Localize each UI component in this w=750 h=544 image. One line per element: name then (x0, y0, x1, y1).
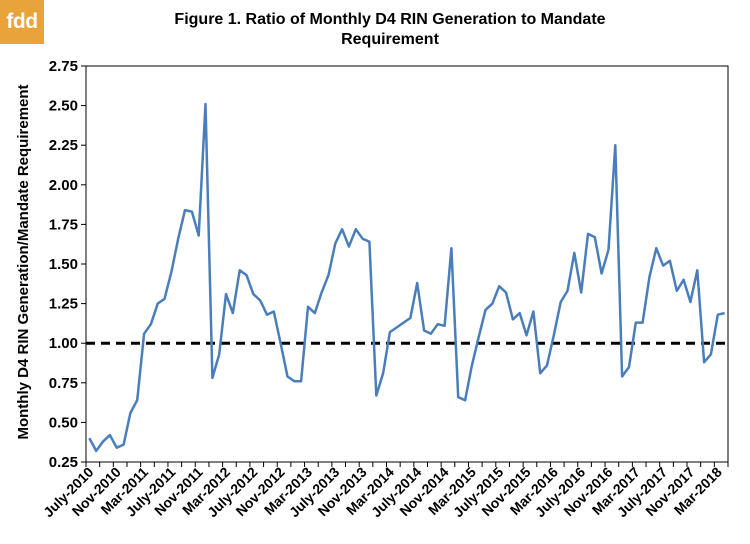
y-tick-label: 2.25 (49, 137, 78, 154)
y-tick-label: 2.50 (49, 98, 78, 115)
chart-title-line-1: Figure 1. Ratio of Monthly D4 RIN Genera… (174, 11, 606, 28)
fdd-logo: fdd (0, 0, 44, 44)
y-tick-label: 2.00 (49, 177, 78, 194)
y-tick-label: 0.50 (49, 414, 78, 431)
plot-frame (85, 65, 729, 463)
y-axis-label: Monthly D4 RIN Generation/Mandate Requir… (15, 84, 32, 439)
series-line (88, 102, 725, 453)
y-tick-label: 0.25 (49, 454, 78, 471)
chart-title: Figure 1. Ratio of Monthly D4 RIN Genera… (70, 10, 710, 50)
data-points (89, 104, 724, 451)
chart-title-line-2: Requirement (341, 31, 439, 48)
y-tick-label: 1.25 (49, 296, 78, 313)
y-tick-label: 1.75 (49, 216, 78, 233)
y-tick-label: 0.75 (49, 375, 78, 392)
y-tick-label: 2.75 (49, 58, 78, 75)
y-tick-label: 1.50 (49, 256, 78, 273)
y-tick-label: 1.00 (49, 335, 78, 352)
